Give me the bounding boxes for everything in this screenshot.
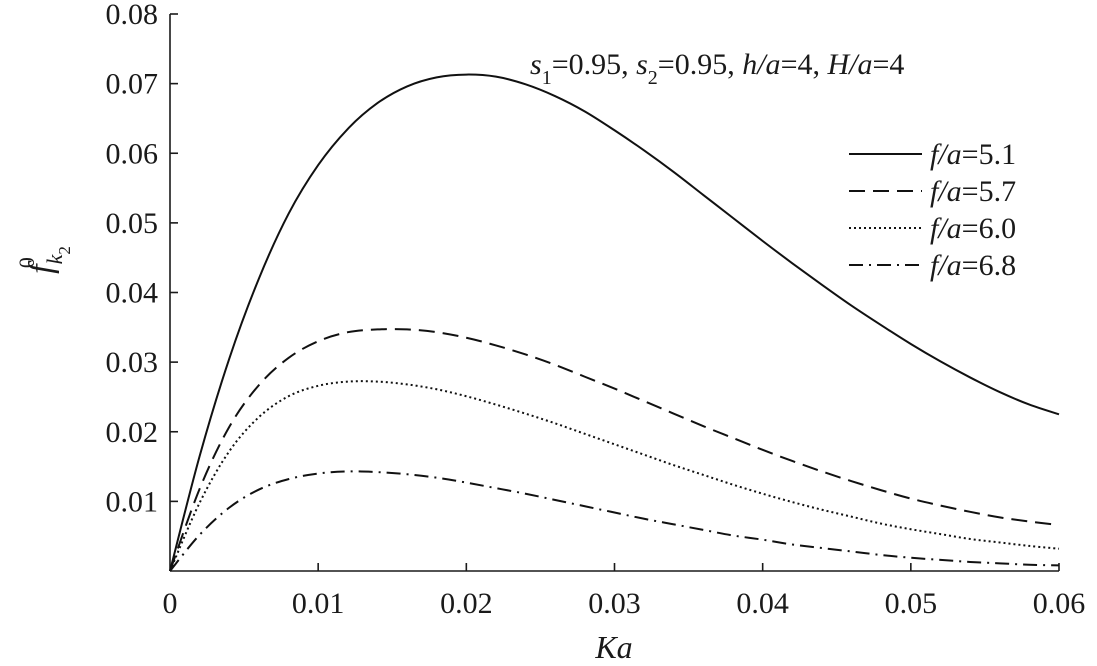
legend-label-var: f/a — [930, 212, 962, 245]
y-tick-label: 0.08 — [106, 0, 159, 31]
axes — [169, 14, 1059, 572]
annot-s1-label: s — [530, 48, 542, 81]
x-tick-label: 0.06 — [1033, 587, 1086, 620]
annot-H-label: H/a — [826, 48, 872, 81]
annot-H-value: =4 — [872, 48, 904, 81]
legend-label-var: f/a — [930, 138, 962, 171]
series-line-1 — [169, 73, 1060, 572]
series-line-2 — [169, 328, 1060, 572]
y-tick-label: 0.07 — [106, 68, 159, 101]
annot-s2-label: s — [636, 48, 648, 81]
y-axis-title-sub: k — [42, 253, 67, 264]
y-axis-title: fk20 — [14, 246, 74, 274]
series-line-3 — [169, 380, 1060, 572]
legend-label-value: =5.7 — [962, 175, 1016, 208]
legend-label-3: f/a=6.0 — [930, 212, 1016, 245]
annot-s2-sub: 2 — [648, 67, 658, 89]
legend-label-1: f/a=5.1 — [930, 138, 1016, 171]
y-tick-label: 0.02 — [106, 416, 159, 449]
x-tick-label: 0.03 — [588, 587, 641, 620]
annot-h-value: =4, — [781, 48, 828, 81]
parameter-annotation: s1=0.95, s2=0.95, h/a=4, H/a=4 — [530, 48, 904, 89]
legend-label-var: f/a — [930, 249, 962, 282]
legend-label-2: f/a=5.7 — [930, 175, 1016, 208]
x-tick-label: 0.01 — [292, 587, 345, 620]
x-tick-label: 0.04 — [736, 587, 789, 620]
annot-h-label: h/a — [742, 48, 780, 81]
y-tick-label: 0.06 — [106, 137, 159, 170]
legend-label-4: f/a=6.8 — [930, 249, 1016, 282]
y-axis-title-subsub: 2 — [55, 246, 74, 255]
x-tick-label: 0 — [163, 587, 178, 620]
y-tick-label: 0.01 — [106, 485, 159, 518]
y-tick-label: 0.04 — [106, 277, 159, 310]
y-axis-title-sup: 0 — [14, 257, 39, 268]
x-axis-title: Ka — [594, 629, 632, 665]
x-tick-label: 0.05 — [885, 587, 938, 620]
annot-s1-value: =0.95, — [552, 48, 636, 81]
legend-label-value: =6.0 — [962, 212, 1016, 245]
legend-label-value: =5.1 — [962, 138, 1016, 171]
y-tick-label: 0.05 — [106, 207, 159, 240]
annot-s2-value: =0.95, — [658, 48, 742, 81]
legend: f/a=5.1f/a=5.7f/a=6.0f/a=6.8 — [849, 138, 1016, 282]
legend-label-value: =6.8 — [962, 249, 1016, 282]
x-ticks: 0 0.01 0.02 0.03 0.04 0.05 0.06 — [163, 563, 1086, 620]
y-ticks: 0.01 0.02 0.03 0.04 0.05 0.06 0.07 0.08 — [106, 0, 178, 518]
x-tick-label: 0.02 — [440, 587, 493, 620]
series-group — [169, 73, 1060, 572]
y-tick-label: 0.03 — [106, 346, 159, 379]
series-line-4 — [169, 470, 1060, 572]
annot-s1-sub: 1 — [542, 67, 552, 89]
legend-label-var: f/a — [930, 175, 962, 208]
